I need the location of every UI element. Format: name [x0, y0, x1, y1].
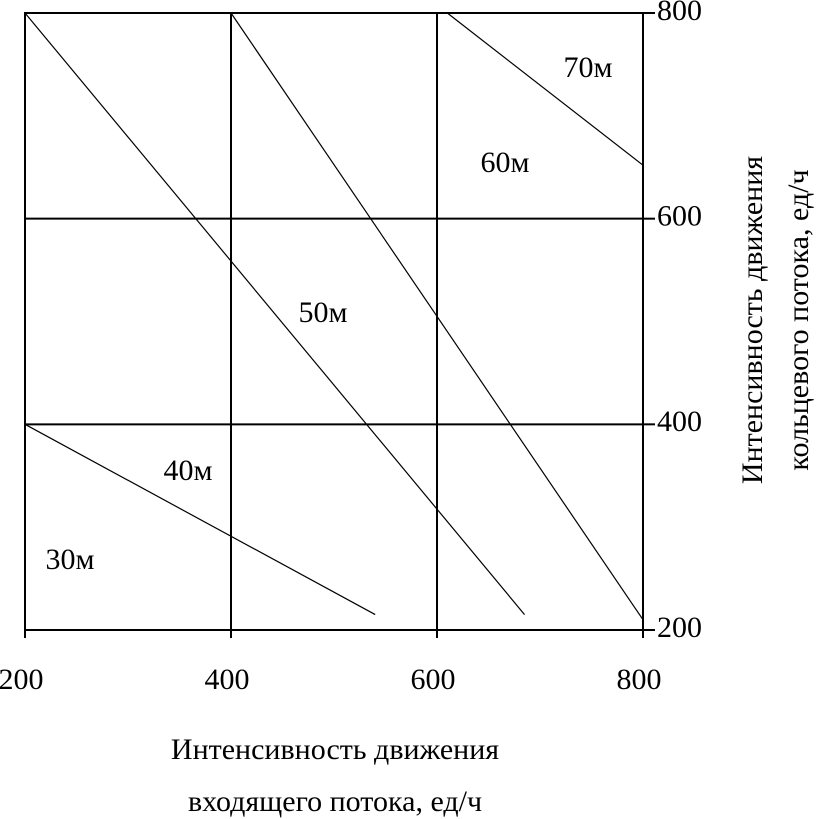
y-tick-label: 200 [657, 611, 702, 644]
series-line [230, 12, 644, 621]
zone-label: 60м [481, 146, 530, 179]
zone-label: 50м [299, 296, 348, 329]
y-axis-title: кольцевого потока, ед/ч [782, 169, 815, 470]
x-tick-label: 600 [411, 663, 456, 696]
zone-label: 70м [564, 51, 613, 84]
x-axis-title: Интенсивность движения [171, 733, 499, 766]
series-line [446, 12, 644, 166]
y-tick-label: 600 [657, 200, 702, 233]
x-tick-label: 400 [205, 663, 250, 696]
series-line [24, 12, 526, 615]
zone-label: 40м [164, 454, 213, 487]
x-tick-label: 200 [0, 663, 44, 696]
zone-label: 30м [46, 543, 95, 576]
y-tick-label: 800 [657, 0, 702, 27]
x-axis-title: входящего потока, ед/ч [188, 785, 482, 818]
y-axis-title: Интенсивность движения [736, 156, 769, 484]
y-tick-label: 400 [657, 405, 702, 438]
series-line [24, 423, 376, 616]
x-tick-label: 800 [617, 663, 662, 696]
